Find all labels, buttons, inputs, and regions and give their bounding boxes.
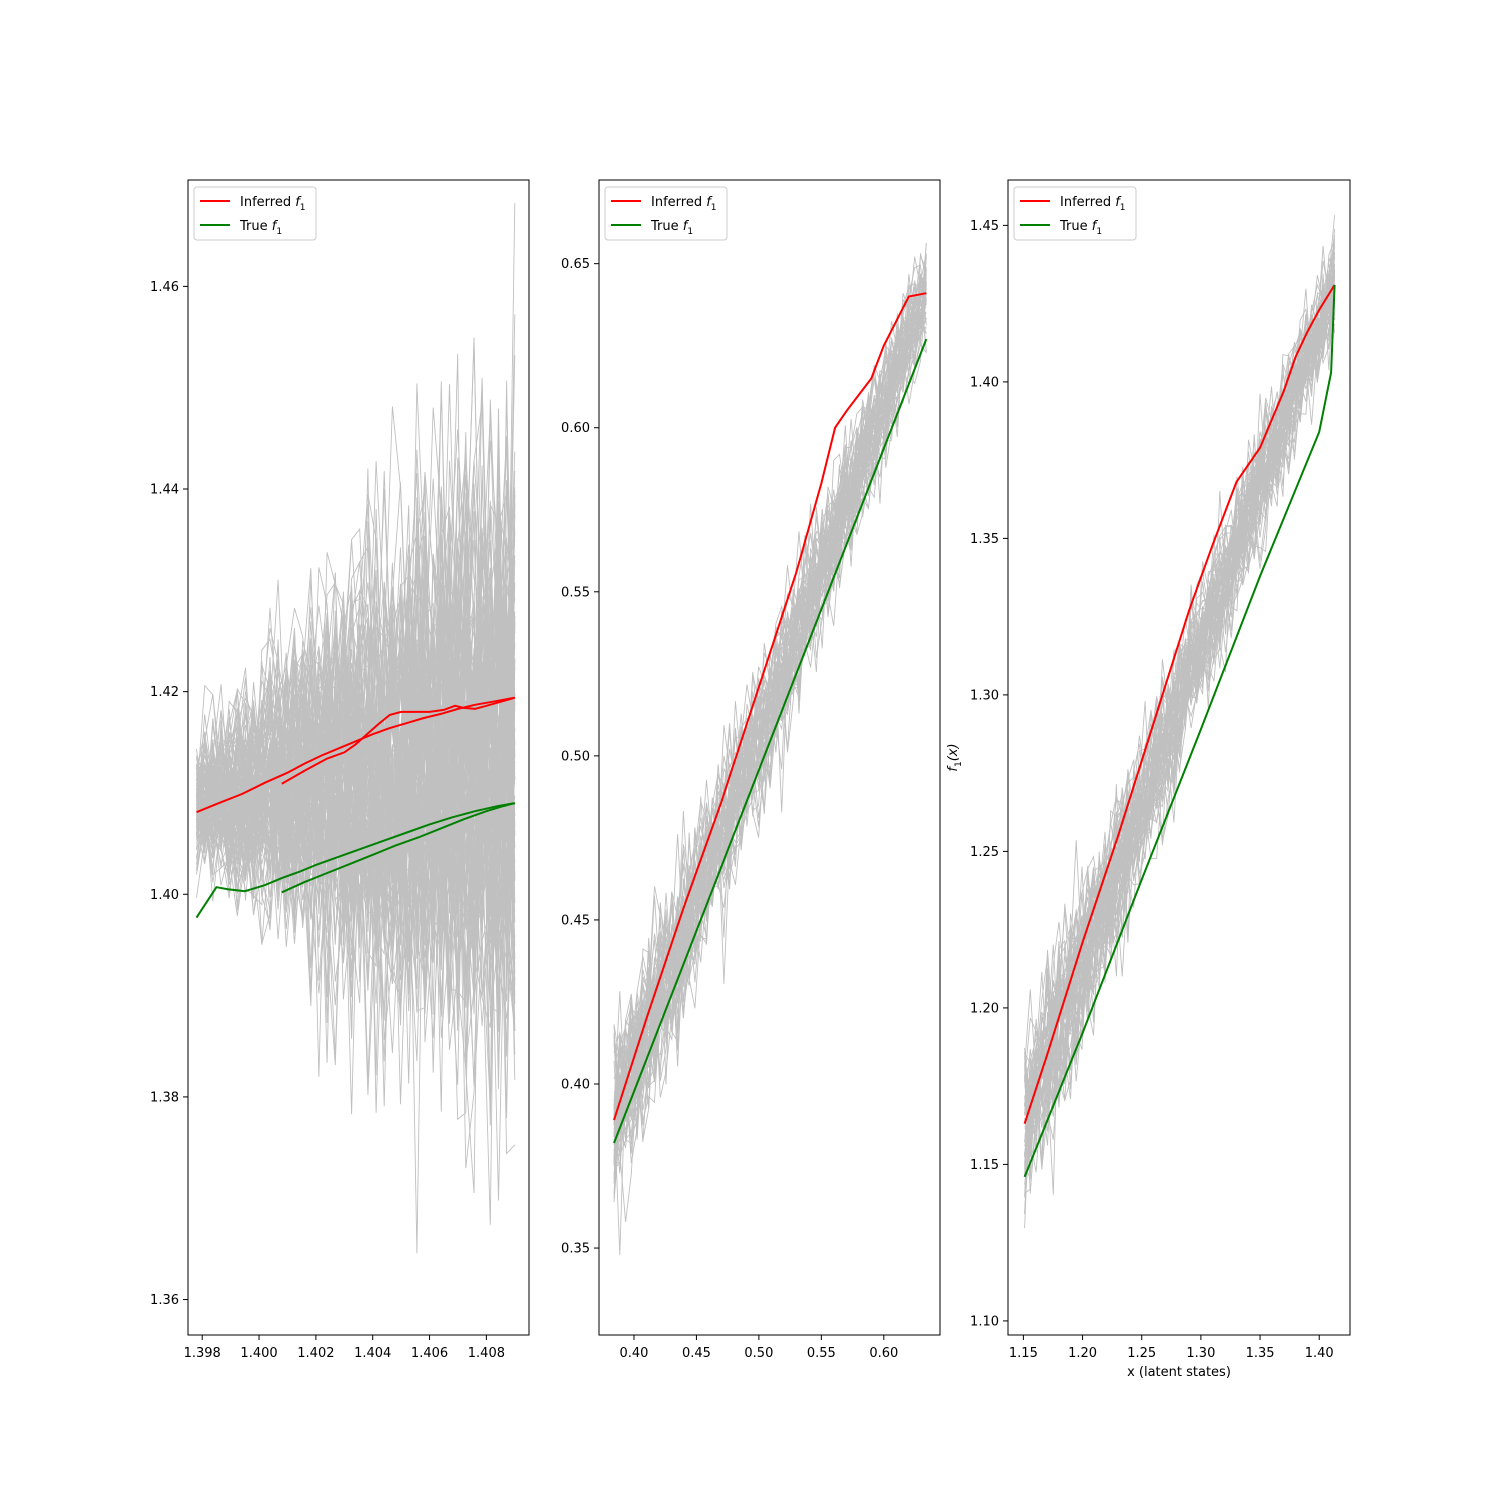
x-tick-label: 1.15 <box>1009 1346 1038 1361</box>
legend-label: True f1 <box>1059 219 1102 237</box>
posterior-samples <box>196 202 516 1254</box>
y-tick-label: 1.46 <box>150 280 179 295</box>
y-tick-label: 1.44 <box>150 483 179 498</box>
legend-entry-true: True f1 <box>1020 219 1102 237</box>
posterior-sample-line <box>613 292 927 1146</box>
legend-entry-true: True f1 <box>200 219 282 237</box>
subplot-1: 1.398 1.400 1.402 1.404 1.406 1.408 1.36 1.38 1.… <box>150 179 530 1361</box>
y-tick-label: 0.65 <box>561 257 590 272</box>
x-tick-label: 1.35 <box>1246 1346 1275 1361</box>
y-tick-label: 1.36 <box>150 1293 179 1308</box>
x-tick-label: 1.406 <box>411 1346 448 1361</box>
series-group <box>1023 284 1336 1178</box>
posterior-sample-line <box>613 256 927 1058</box>
y-tick-label: 0.40 <box>561 1077 590 1092</box>
legend-entry-true: True f1 <box>611 219 693 237</box>
y-tick-label: 0.55 <box>561 585 590 600</box>
posterior-samples <box>1024 215 1336 1229</box>
x-tick-label: 1.400 <box>240 1346 277 1361</box>
y-tick-label: 1.40 <box>150 888 179 903</box>
legend: Inferred f1 True f1 <box>193 186 317 241</box>
x-tick-label: 1.402 <box>297 1346 334 1361</box>
y-tick-label: 1.10 <box>970 1314 999 1329</box>
axes-frame <box>187 179 530 1336</box>
posterior-sample-line <box>613 286 927 1174</box>
posterior-sample-line <box>196 529 516 909</box>
posterior-sample-line <box>1024 285 1336 1166</box>
posterior-sample-line <box>1024 257 1336 1170</box>
legend-label: Inferred f1 <box>240 195 306 213</box>
x-tick-label: 0.50 <box>744 1346 773 1361</box>
posterior-sample-line <box>1024 264 1336 1158</box>
legend-label: True f1 <box>239 219 282 237</box>
posterior-sample-line <box>613 253 927 1124</box>
legend-label: Inferred f1 <box>1060 195 1126 213</box>
inferred-f1-line <box>1023 284 1336 1125</box>
legend-label: True f1 <box>650 219 693 237</box>
x-tick-label: 0.45 <box>682 1346 711 1361</box>
posterior-sample-line <box>196 460 516 926</box>
y-tick-label: 1.20 <box>970 1001 999 1016</box>
x-tick-label: 1.30 <box>1186 1346 1215 1361</box>
legend-label: Inferred f1 <box>651 195 717 213</box>
y-tick-label: 1.42 <box>150 685 179 700</box>
subplot-3: 1.15 1.20 1.25 1.30 1.35 1.40 1.10 1.15 1.20 1.25… <box>946 179 1351 1380</box>
x-tick-label: 1.404 <box>354 1346 391 1361</box>
y-tick-label: 1.25 <box>970 845 999 860</box>
legend-entry-inferred: Inferred f1 <box>611 195 717 213</box>
posterior-sample-line <box>1024 273 1336 1153</box>
x-tick-label: 1.408 <box>468 1346 505 1361</box>
y-tick-label: 0.45 <box>561 913 590 928</box>
posterior-sample-line <box>196 337 516 839</box>
posterior-sample-line <box>196 614 516 988</box>
posterior-sample-line <box>1024 242 1336 1157</box>
axes-frame <box>598 179 941 1336</box>
y-tick-label: 1.38 <box>150 1090 179 1105</box>
inferred-f1-line <box>281 696 516 785</box>
legend-entry-inferred: Inferred f1 <box>200 195 306 213</box>
true-f1-line <box>1023 284 1336 1178</box>
true-f1-line <box>195 802 515 919</box>
posterior-sample-line <box>1024 253 1336 1164</box>
y-tick-label: 0.60 <box>561 421 590 436</box>
x-tick-label: 0.40 <box>619 1346 648 1361</box>
posterior-sample-line <box>613 269 927 1162</box>
axes-frame <box>1007 179 1351 1336</box>
inferred-f1-line <box>613 292 927 1121</box>
subplot-2: 0.40 0.45 0.50 0.55 0.60 0.35 0.40 0.45 0.50 0.55… <box>561 179 941 1361</box>
posterior-samples <box>613 242 927 1255</box>
posterior-sample-line <box>196 471 516 930</box>
legend: Inferred f1 True f1 <box>604 186 728 241</box>
y-tick-label: 1.15 <box>970 1158 999 1173</box>
x-tick-label: 1.398 <box>184 1346 221 1361</box>
true-f1-line <box>613 338 928 1144</box>
posterior-sample-line <box>1024 215 1336 1107</box>
series-group <box>613 292 928 1144</box>
posterior-sample-line <box>613 293 927 1103</box>
y-tick-label: 1.30 <box>970 688 999 703</box>
y-tick-label: 0.50 <box>561 749 590 764</box>
series-group <box>195 696 516 919</box>
x-axis-label: x (latent states) <box>1127 1365 1231 1380</box>
posterior-sample-line <box>196 607 516 1064</box>
y-tick-label: 0.35 <box>561 1242 590 1257</box>
posterior-sample-line <box>1024 268 1336 1157</box>
x-tick-label: 0.55 <box>807 1346 836 1361</box>
legend-entry-inferred: Inferred f1 <box>1020 195 1126 213</box>
true-f1-line <box>281 802 516 894</box>
x-tick-label: 1.40 <box>1305 1346 1334 1361</box>
x-tick-label: 1.25 <box>1127 1346 1156 1361</box>
x-tick-label: 0.60 <box>869 1346 898 1361</box>
y-tick-label: 1.35 <box>970 532 999 547</box>
y-tick-label: 1.45 <box>970 219 999 234</box>
x-tick-label: 1.20 <box>1068 1346 1097 1361</box>
y-tick-label: 1.40 <box>970 375 999 390</box>
posterior-sample-line <box>613 294 927 1152</box>
y-axis-label: f1(x) <box>946 743 964 771</box>
legend: Inferred f1 True f1 <box>1013 186 1137 241</box>
